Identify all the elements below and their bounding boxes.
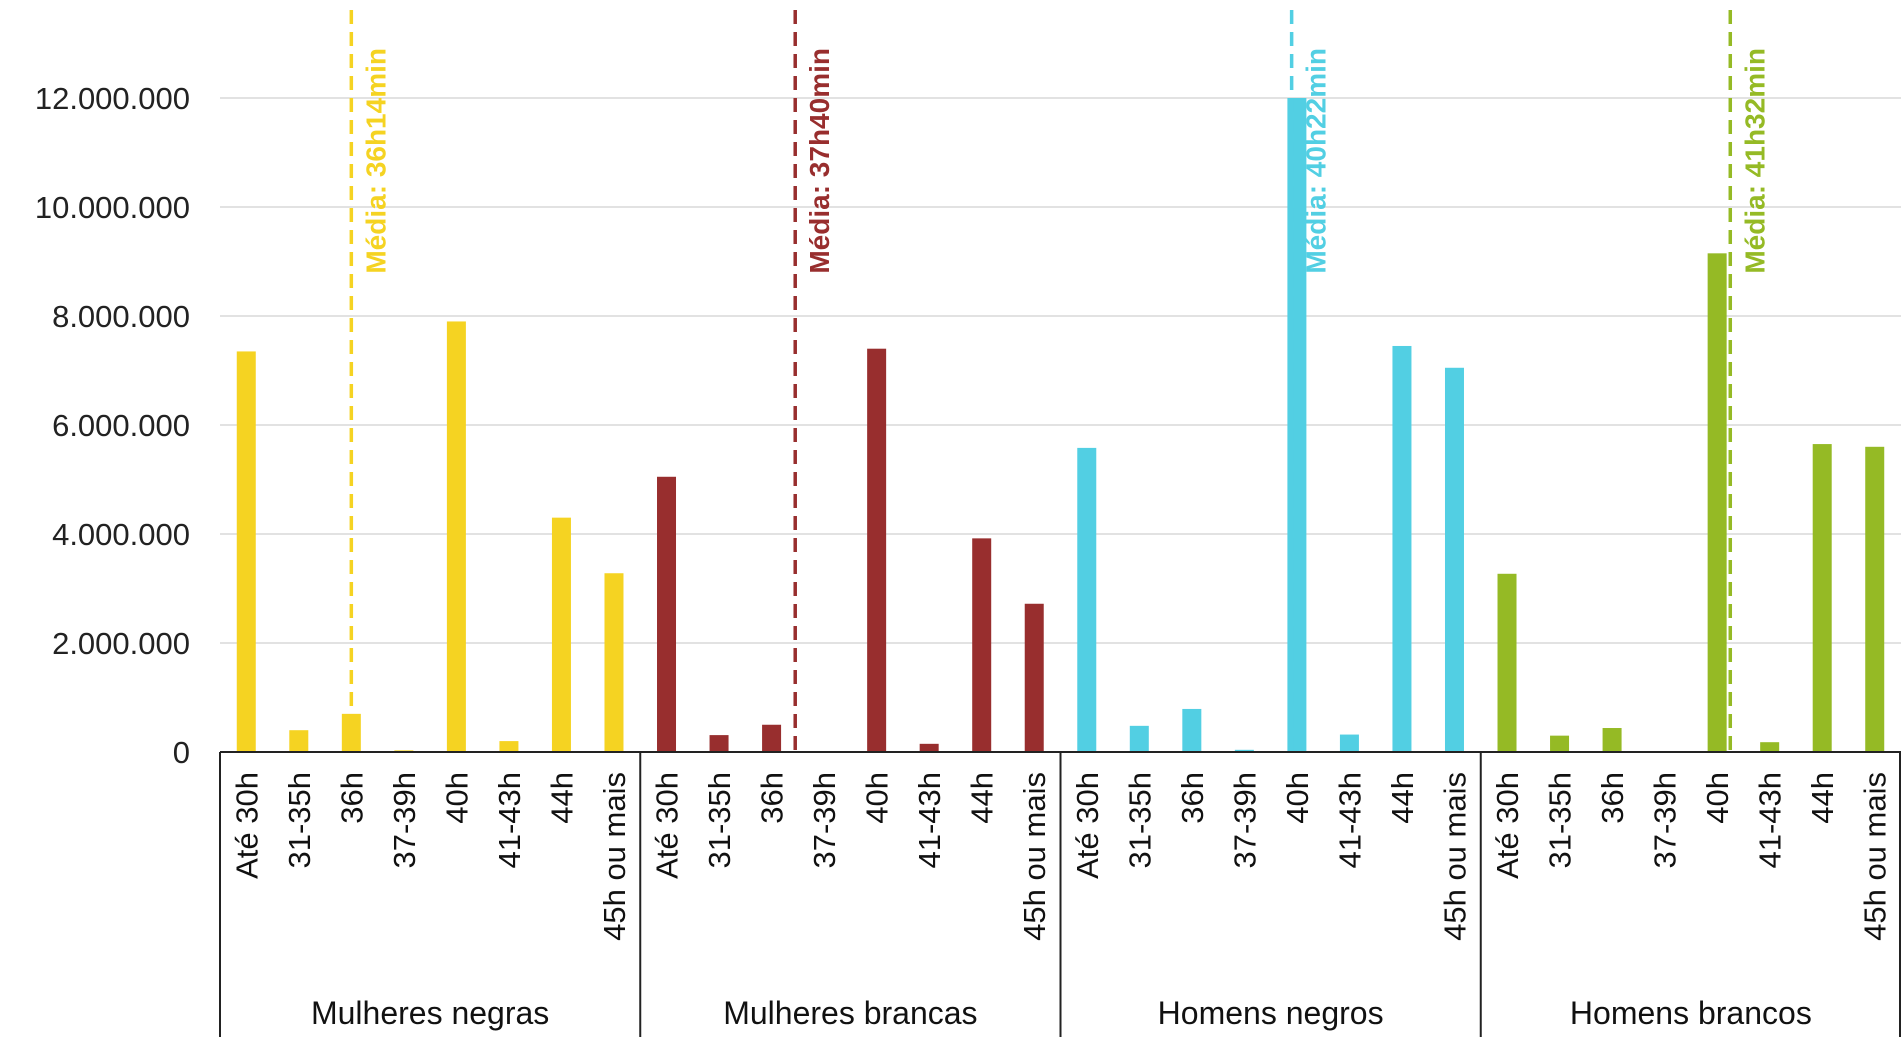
bar bbox=[289, 730, 309, 752]
x-tick-label: Até 30h bbox=[1070, 772, 1105, 879]
bar bbox=[236, 351, 256, 752]
bar bbox=[1339, 734, 1359, 752]
bar bbox=[1392, 345, 1412, 752]
x-tick-label: 36h bbox=[1595, 772, 1630, 824]
bar bbox=[1812, 444, 1832, 752]
x-tick-label: 31-35h bbox=[1122, 772, 1157, 869]
bar bbox=[867, 348, 887, 752]
bar bbox=[1602, 728, 1622, 752]
x-tick-label: 37-39h bbox=[387, 772, 422, 869]
mean-label: Média: 41h32min bbox=[1739, 48, 1770, 274]
y-tick-label: 8.000.000 bbox=[52, 299, 190, 334]
x-tick-label: 41-43h bbox=[492, 772, 527, 869]
group-label: Homens brancos bbox=[1570, 995, 1812, 1031]
x-tick-label: 44h bbox=[1805, 772, 1840, 824]
y-tick-label: 10.000.000 bbox=[35, 190, 190, 225]
bar bbox=[1497, 573, 1517, 752]
bar bbox=[1550, 735, 1570, 752]
x-tick-label: 44h bbox=[965, 772, 1000, 824]
x-tick-label: 44h bbox=[1385, 772, 1420, 824]
bar bbox=[762, 724, 782, 752]
x-tick-label: 41-43h bbox=[1332, 772, 1367, 869]
bar bbox=[657, 476, 677, 752]
x-tick-label: 45h ou mais bbox=[597, 772, 632, 941]
bar bbox=[709, 735, 729, 752]
x-tick-label: 31-35h bbox=[702, 772, 737, 869]
x-tick-label: 45h ou mais bbox=[1437, 772, 1472, 941]
bar bbox=[1129, 725, 1149, 752]
bar bbox=[1182, 708, 1202, 752]
y-tick-label: 6.000.000 bbox=[52, 408, 190, 443]
group-label: Homens negros bbox=[1158, 995, 1384, 1031]
bar bbox=[604, 573, 624, 752]
y-tick-label: 12.000.000 bbox=[35, 81, 190, 116]
bar bbox=[972, 538, 992, 752]
x-tick-label: 41-43h bbox=[1753, 772, 1788, 869]
x-tick-label: 40h bbox=[439, 772, 474, 824]
y-tick-label: 0 bbox=[173, 735, 190, 770]
y-tick-label: 2.000.000 bbox=[52, 626, 190, 661]
x-tick-label: 31-35h bbox=[282, 772, 317, 869]
group-label: Mulheres negras bbox=[311, 995, 549, 1031]
x-tick-label: 31-35h bbox=[1543, 772, 1578, 869]
x-tick-label: 37-39h bbox=[1227, 772, 1262, 869]
x-tick-label: 36h bbox=[755, 772, 790, 824]
bar bbox=[1707, 253, 1727, 752]
x-tick-label: 37-39h bbox=[1648, 772, 1683, 869]
x-tick-label: 36h bbox=[334, 772, 369, 824]
x-tick-label: 45h ou mais bbox=[1858, 772, 1893, 941]
bar bbox=[1024, 603, 1044, 752]
x-tick-label: 41-43h bbox=[912, 772, 947, 869]
bar bbox=[499, 741, 519, 752]
x-tick-label: Até 30h bbox=[229, 772, 264, 879]
bar bbox=[1234, 749, 1254, 752]
x-tick-label: 40h bbox=[1700, 772, 1735, 824]
x-tick-label: Até 30h bbox=[650, 772, 685, 879]
bar bbox=[1865, 446, 1885, 752]
group-label: Mulheres brancas bbox=[723, 995, 977, 1031]
bar bbox=[1444, 367, 1464, 752]
mean-label: Média: 36h14min bbox=[360, 48, 391, 274]
x-tick-label: 44h bbox=[544, 772, 579, 824]
x-tick-label: 37-39h bbox=[807, 772, 842, 869]
mean-label: Média: 40h22min bbox=[1301, 48, 1332, 274]
bar bbox=[919, 743, 939, 752]
x-tick-label: 36h bbox=[1175, 772, 1210, 824]
bar bbox=[341, 713, 361, 752]
bar bbox=[1760, 742, 1780, 752]
x-tick-label: 40h bbox=[1280, 772, 1315, 824]
x-tick-label: Até 30h bbox=[1490, 772, 1525, 879]
bar bbox=[446, 321, 466, 752]
y-tick-label: 4.000.000 bbox=[52, 517, 190, 552]
x-tick-label: 45h ou mais bbox=[1017, 772, 1052, 941]
x-tick-label: 40h bbox=[860, 772, 895, 824]
bar bbox=[551, 517, 571, 752]
mean-label: Média: 37h40min bbox=[804, 48, 835, 274]
bar bbox=[1077, 447, 1097, 752]
